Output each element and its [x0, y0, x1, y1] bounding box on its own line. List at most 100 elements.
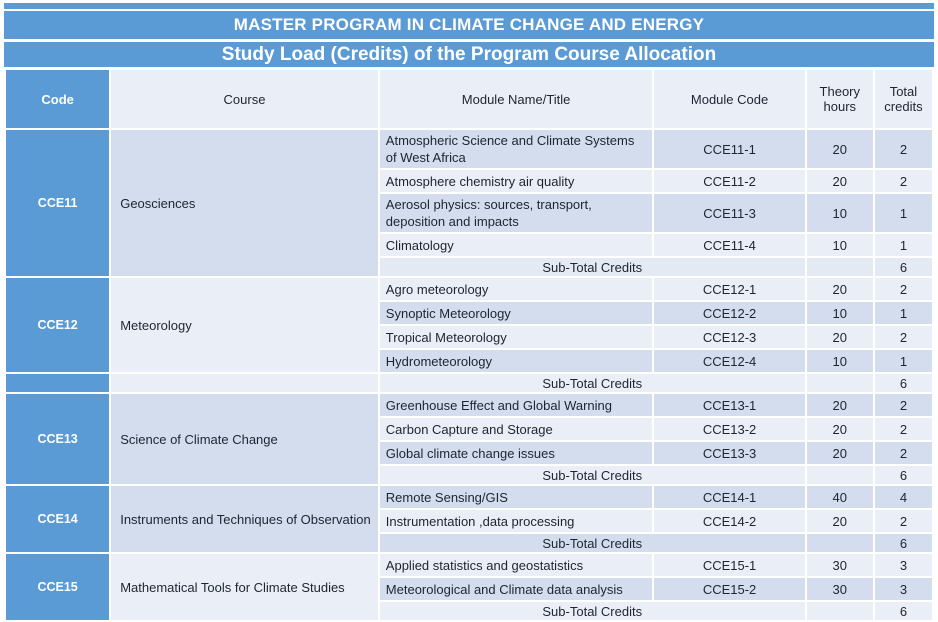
- module-row: CCE13 Science of Climate Change Greenhouse…: [6, 394, 932, 484]
- module-row: Global climate change issues CCE13-3 20 2: [6, 442, 932, 464]
- module-name-cell: Applied statistics and geostatistics: [379, 554, 653, 576]
- section-code-cell: CCE15: [6, 554, 110, 620]
- module-name-cell: Instrumentation ,data processing: [379, 510, 653, 532]
- theory-hours-cell: 20: [806, 442, 873, 464]
- total-credits-cell: 1: [874, 234, 932, 256]
- header-course: Course: [111, 70, 378, 128]
- module-code-cell: CCE12-4: [654, 350, 805, 372]
- total-credits-cell: 1: [874, 350, 932, 372]
- section-code-cell: CCE11: [6, 130, 110, 276]
- subtotal-course-cell: [111, 374, 378, 392]
- theory-hours-cell: 20: [806, 278, 873, 300]
- total-credits-cell: 1: [874, 194, 932, 232]
- table-header-row: Code Course Module Name/Title Module Cod…: [6, 70, 932, 128]
- module-row: Climatology CCE11-4 10 1: [6, 234, 932, 256]
- module-code-cell: CCE15-1: [654, 554, 805, 576]
- section-code-cell: CCE12: [6, 278, 110, 372]
- subtotal-credits-cell: 6: [874, 602, 932, 620]
- subtotal-row: Sub-Total Credits 6: [6, 534, 932, 552]
- theory-hours-cell: 20: [806, 170, 873, 192]
- module-code-cell: CCE13-1: [654, 394, 805, 416]
- module-code-cell: CCE13-2: [654, 418, 805, 440]
- subtotal-label-cell: Sub-Total Credits: [379, 534, 805, 552]
- subtotal-credits-cell: 6: [874, 258, 932, 276]
- module-row: Carbon Capture and Storage CCE13-2 20 2: [6, 418, 932, 440]
- subtotal-theory-cell: [806, 602, 873, 620]
- theory-hours-cell: 40: [806, 486, 873, 508]
- section-code-cell: CCE13: [6, 394, 110, 484]
- total-credits-cell: 2: [874, 170, 932, 192]
- subtotal-row: Sub-Total Credits 6: [6, 258, 932, 276]
- module-code-cell: CCE12-2: [654, 302, 805, 324]
- subtotal-theory-cell: [806, 374, 873, 392]
- theory-hours-cell: 20: [806, 326, 873, 348]
- total-credits-cell: 2: [874, 326, 932, 348]
- module-name-cell: Carbon Capture and Storage: [379, 418, 653, 440]
- subtotal-row: Sub-Total Credits 6: [6, 374, 932, 392]
- subtotal-theory-cell: [806, 258, 873, 276]
- theory-hours-cell: 30: [806, 554, 873, 576]
- module-row: Instrumentation ,data processing CCE14-2 2…: [6, 510, 932, 532]
- section-code-cell: CCE14: [6, 486, 110, 552]
- subtotal-credits-cell: 6: [874, 534, 932, 552]
- module-code-cell: CCE11-1: [654, 130, 805, 168]
- theory-hours-cell: 20: [806, 510, 873, 532]
- subtotal-label-cell: Sub-Total Credits: [379, 602, 805, 620]
- module-name-cell: Synoptic Meteorology: [379, 302, 653, 324]
- module-name-cell: Meteorological and Climate data analysis: [379, 578, 653, 600]
- total-credits-cell: 1: [874, 302, 932, 324]
- theory-hours-cell: 20: [806, 418, 873, 440]
- module-code-cell: CCE14-2: [654, 510, 805, 532]
- module-name-cell: Remote Sensing/GIS: [379, 486, 653, 508]
- total-credits-cell: 3: [874, 578, 932, 600]
- subtotal-label-cell: Sub-Total Credits: [379, 466, 805, 484]
- subtotal-credits-cell: 6: [874, 466, 932, 484]
- module-row: Tropical Meteorology CCE12-3 20 2: [6, 326, 932, 348]
- module-row: CCE15 Mathematical Tools for Climate Stud…: [6, 554, 932, 620]
- course-cell: Mathematical Tools for Climate Studies: [111, 554, 378, 620]
- header-module-code: Module Code: [654, 70, 805, 128]
- module-row: CCE14 Instruments and Techniques of Obser…: [6, 486, 932, 552]
- table-body: CCE11 Geosciences Atmospheric Science and …: [6, 130, 932, 620]
- header-code: Code: [6, 70, 110, 128]
- module-name-cell: Atmospheric Science and Climate Systems …: [379, 130, 653, 168]
- module-name-cell: Hydrometeorology: [379, 350, 653, 372]
- module-row: Aerosol physics: sources, transport, dep…: [6, 194, 932, 232]
- module-name-cell: Climatology: [379, 234, 653, 256]
- theory-hours-cell: 20: [806, 394, 873, 416]
- total-credits-cell: 3: [874, 554, 932, 576]
- total-credits-cell: 2: [874, 510, 932, 532]
- module-row: CCE11 Geosciences Atmospheric Science and …: [6, 130, 932, 276]
- top-border-bar: [4, 3, 934, 9]
- theory-hours-cell: 10: [806, 194, 873, 232]
- module-name-cell: Aerosol physics: sources, transport, dep…: [379, 194, 653, 232]
- module-code-cell: CCE12-3: [654, 326, 805, 348]
- subtotal-theory-cell: [806, 466, 873, 484]
- module-code-cell: CCE11-4: [654, 234, 805, 256]
- header-theory-hours: Theory hours: [806, 70, 873, 128]
- module-code-cell: CCE11-3: [654, 194, 805, 232]
- header-total-credits: Total credits: [874, 70, 932, 128]
- subtotal-row: Sub-Total Credits 6: [6, 466, 932, 484]
- module-name-cell: Atmosphere chemistry air quality: [379, 170, 653, 192]
- subtotal-label-cell: Sub-Total Credits: [379, 258, 805, 276]
- module-code-cell: CCE11-2: [654, 170, 805, 192]
- subtotal-label-cell: Sub-Total Credits: [379, 374, 805, 392]
- module-code-cell: CCE13-3: [654, 442, 805, 464]
- theory-hours-cell: 30: [806, 578, 873, 600]
- module-name-cell: Global climate change issues: [379, 442, 653, 464]
- total-credits-cell: 2: [874, 130, 932, 168]
- module-name-cell: Tropical Meteorology: [379, 326, 653, 348]
- theory-hours-cell: 10: [806, 234, 873, 256]
- program-table: Code Course Module Name/Title Module Cod…: [4, 68, 934, 622]
- course-cell: Geosciences: [111, 130, 378, 276]
- total-credits-cell: 2: [874, 278, 932, 300]
- total-credits-cell: 2: [874, 394, 932, 416]
- subtotal-code-cell: [6, 374, 110, 392]
- total-credits-cell: 2: [874, 418, 932, 440]
- module-code-cell: CCE12-1: [654, 278, 805, 300]
- header-module-name: Module Name/Title: [379, 70, 653, 128]
- course-cell: Instruments and Techniques of Observatio…: [111, 486, 378, 552]
- course-cell: Meteorology: [111, 278, 378, 372]
